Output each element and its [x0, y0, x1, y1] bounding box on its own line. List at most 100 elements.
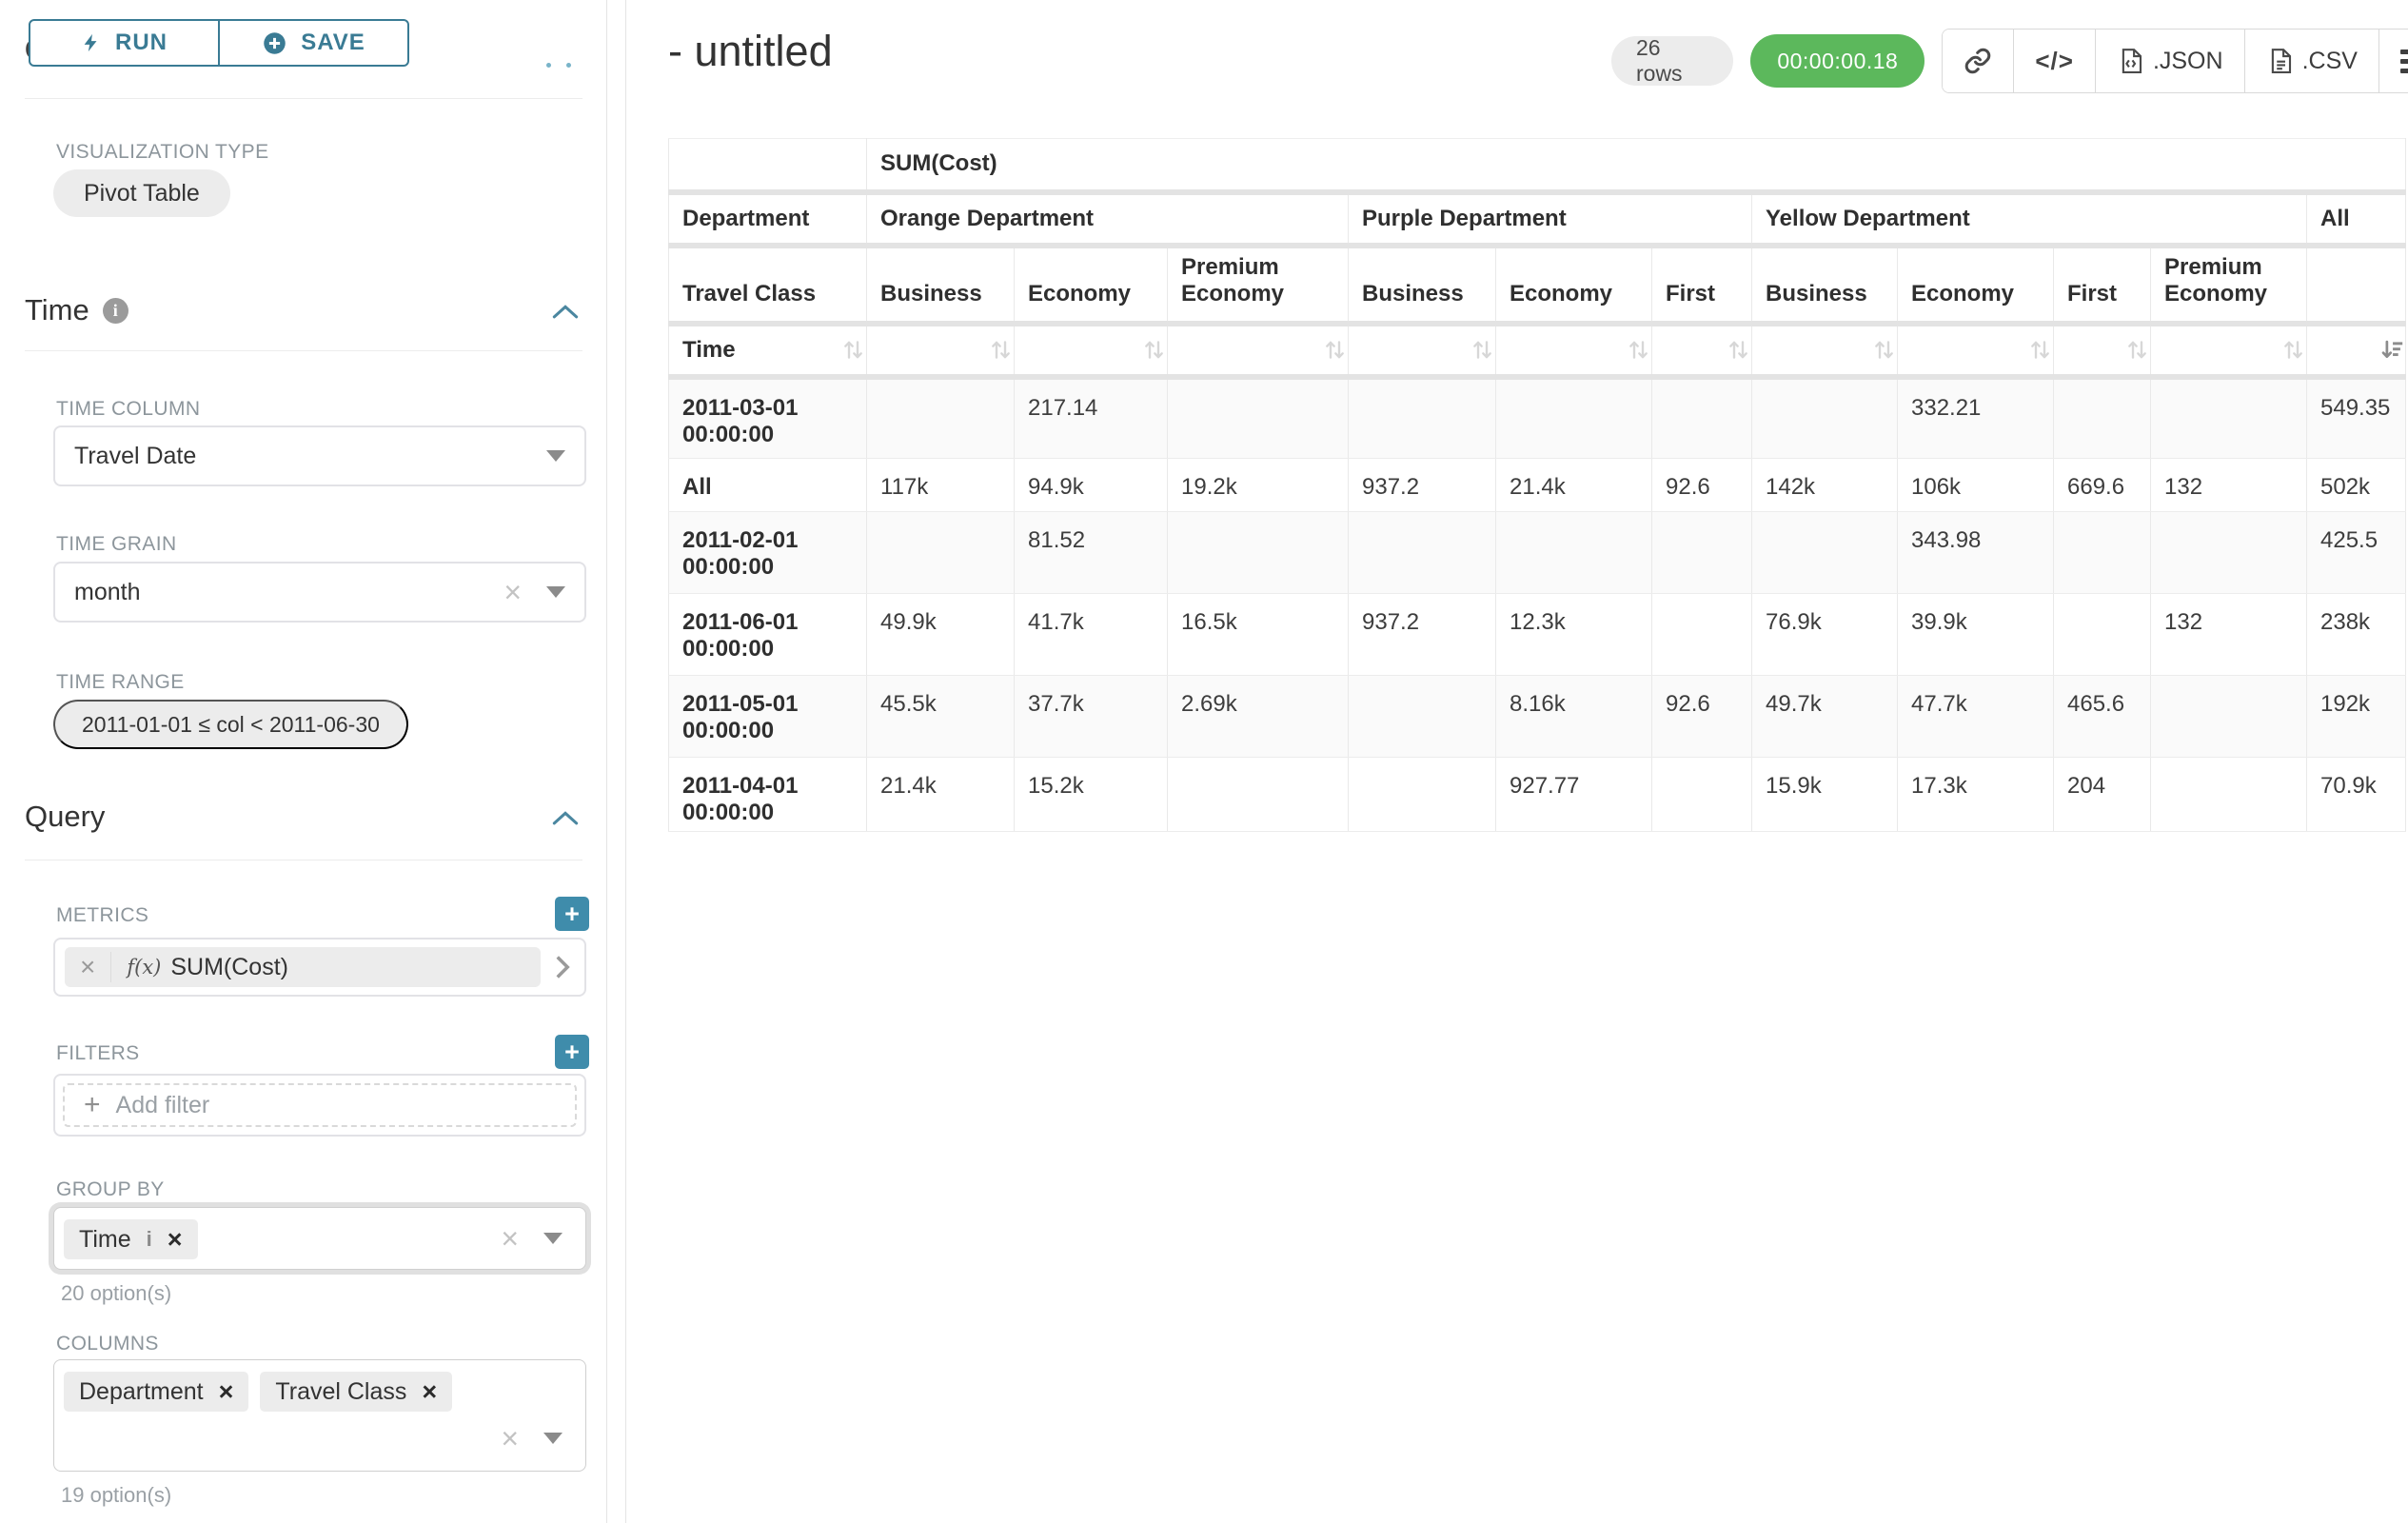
time-column-select[interactable]: Travel Date: [53, 425, 586, 486]
copy-link-button[interactable]: [1943, 30, 2014, 92]
sort-icon[interactable]: [988, 337, 1014, 363]
pivot-cell: [1651, 757, 1752, 832]
pivot-cell: 94.9k: [1014, 458, 1168, 512]
pivot-column-dimension-label: Department: [668, 191, 867, 248]
run-button[interactable]: RUN: [29, 19, 219, 67]
columns-select[interactable]: Department × Travel Class × ×: [53, 1359, 586, 1472]
pivot-cell: 37.7k: [1014, 675, 1168, 758]
pivot-class-header: Premium Economy: [2150, 245, 2307, 326]
sort-desc-icon[interactable]: [2379, 337, 2404, 363]
pivot-cell: 21.4k: [866, 757, 1015, 832]
dimension-tag[interactable]: Travel Class ×: [260, 1372, 453, 1412]
pivot-cell: [1348, 376, 1496, 459]
add-filter-label: Add filter: [115, 1091, 210, 1118]
add-filter-plus-button[interactable]: +: [555, 1035, 589, 1069]
pivot-cell: 76.9k: [1751, 593, 1898, 676]
pivot-cell: [2150, 757, 2307, 832]
dimension-tag[interactable]: Time i ×: [64, 1219, 198, 1259]
export-json-button[interactable]: .JSON: [2094, 30, 2244, 92]
lightning-bolt-icon: [81, 30, 102, 56]
save-button[interactable]: SAVE: [219, 19, 409, 67]
sort-icon[interactable]: [2124, 337, 2150, 363]
sort-icon[interactable]: [2027, 337, 2053, 363]
time-column-value: Travel Date: [74, 442, 197, 469]
pivot-row-label: 2011-06-01 00:00:00: [668, 593, 867, 676]
pivot-cell: [1751, 376, 1898, 459]
clear-icon[interactable]: ×: [503, 575, 522, 609]
chart-title[interactable]: - untitled: [668, 27, 833, 75]
pivot-row-axis-label: Time: [682, 336, 736, 363]
sort-icon[interactable]: [1322, 337, 1348, 363]
panel-divider[interactable]: [606, 0, 607, 1523]
clear-icon[interactable]: ×: [501, 1421, 519, 1455]
chevron-right-icon[interactable]: [554, 954, 571, 980]
chevron-down-icon[interactable]: [546, 450, 565, 462]
pivot-cell: 132: [2150, 593, 2307, 676]
remove-metric-icon[interactable]: ×: [65, 952, 112, 982]
pivot-cell: [2150, 675, 2307, 758]
export-csv-button[interactable]: .CSV: [2243, 30, 2378, 92]
pivot-cell: 192k: [2305, 675, 2407, 758]
time-section-title: Time: [25, 293, 89, 326]
time-range-pill[interactable]: 2011-01-01 ≤ col < 2011-06-30: [53, 700, 408, 749]
add-metric-button[interactable]: +: [555, 897, 589, 931]
time-grain-select[interactable]: month ×: [53, 562, 586, 623]
visualization-type-pill[interactable]: Pivot Table: [53, 169, 230, 217]
export-csv-label: .CSV: [2301, 47, 2358, 74]
sort-icon[interactable]: [1470, 337, 1495, 363]
csv-file-icon: [2266, 46, 2295, 76]
chevron-down-icon[interactable]: [546, 586, 565, 598]
pivot-cell: 937.2: [1348, 593, 1496, 676]
pivot-column-sort-cell: [866, 323, 1015, 380]
sort-icon[interactable]: [840, 337, 866, 363]
pivot-cell: [1348, 757, 1496, 832]
pivot-cell: [1495, 511, 1652, 594]
sort-icon[interactable]: [2280, 337, 2306, 363]
hamburger-menu-icon: [2399, 49, 2408, 73]
group-by-select[interactable]: Time i × ×: [53, 1207, 586, 1270]
info-icon: i: [102, 297, 128, 324]
pivot-column-sort-cell: [2305, 323, 2407, 380]
pivot-cell: 142k: [1751, 458, 1898, 512]
chart-menu-button[interactable]: [2378, 30, 2408, 92]
table-row: 2011-03-01 00:00:00 217.14 332.21 549.35: [668, 376, 2407, 459]
sort-icon[interactable]: [1141, 337, 1167, 363]
pivot-column-sort-cell: [1897, 323, 2054, 380]
plus-icon: +: [84, 1089, 101, 1120]
metric-pill[interactable]: × f(x) SUM(Cost): [65, 947, 541, 987]
metric-name: SUM(Cost): [170, 953, 288, 980]
chevron-down-icon[interactable]: [543, 1233, 563, 1244]
divider: [25, 350, 582, 351]
pivot-cell: 117k: [866, 458, 1015, 512]
pivot-cell: 8.16k: [1495, 675, 1652, 758]
chevron-up-icon[interactable]: [552, 293, 579, 327]
pivot-column-sort-cell: [2150, 323, 2307, 380]
pivot-cell: 927.77: [1495, 757, 1652, 832]
pivot-cell: [866, 511, 1015, 594]
pivot-class-header: Business: [1348, 245, 1496, 326]
drag-handle[interactable]: [546, 63, 571, 68]
pivot-cell: 47.7k: [1897, 675, 2054, 758]
run-button-label: RUN: [115, 30, 168, 55]
remove-tag-icon[interactable]: ×: [218, 1376, 234, 1406]
pivot-cell: 92.6: [1651, 675, 1752, 758]
sort-icon[interactable]: [1726, 337, 1751, 363]
clear-icon[interactable]: ×: [501, 1221, 519, 1256]
pivot-cell: 238k: [2305, 593, 2407, 676]
chevron-up-icon[interactable]: [552, 800, 579, 834]
add-filter-button[interactable]: + Add filter: [63, 1083, 577, 1127]
sort-icon[interactable]: [1871, 337, 1897, 363]
remove-tag-icon[interactable]: ×: [167, 1224, 183, 1254]
remove-tag-icon[interactable]: ×: [422, 1376, 438, 1406]
sort-icon[interactable]: [1626, 337, 1651, 363]
pivot-cell: [2150, 376, 2307, 459]
chevron-down-icon[interactable]: [543, 1433, 563, 1444]
time-column-label: TIME COLUMN: [56, 398, 201, 420]
embed-code-button[interactable]: </>: [2013, 30, 2095, 92]
query-timer-badge: 00:00:00.18: [1750, 34, 1925, 88]
dimension-tag[interactable]: Department ×: [64, 1372, 249, 1412]
info-icon[interactable]: i: [146, 1227, 152, 1251]
save-button-label: SAVE: [301, 30, 365, 55]
panel-divider: [625, 0, 626, 1523]
pivot-class-header: [2305, 245, 2407, 326]
